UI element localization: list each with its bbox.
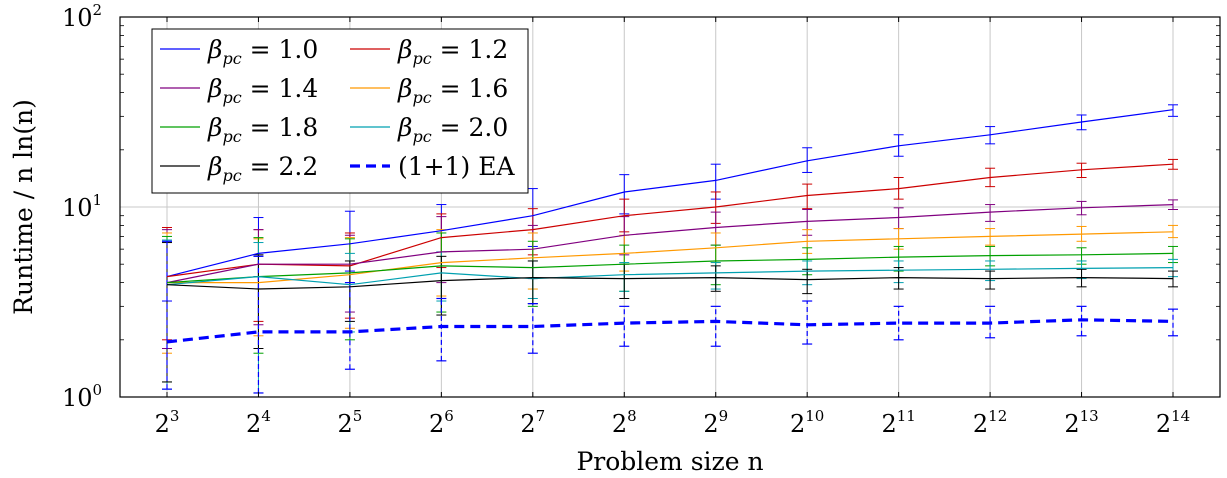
y-tick-label: 101 bbox=[62, 191, 102, 222]
error-bar-group bbox=[162, 240, 1178, 394]
y-tick-exponent: 0 bbox=[93, 381, 103, 399]
legend-entry: βpc = 1.6 bbox=[397, 74, 508, 107]
x-tick-label: 24 bbox=[246, 407, 271, 438]
legend-entry: βpc = 2.2 bbox=[207, 152, 318, 185]
legend-subscript: pc bbox=[222, 88, 241, 107]
legend-symbol: β bbox=[207, 113, 222, 142]
error-bar-group bbox=[162, 224, 1178, 354]
error-bars bbox=[162, 104, 1178, 394]
x-tick-exponent: 13 bbox=[1080, 407, 1099, 425]
plot-frame bbox=[119, 16, 1221, 398]
legend-entry: βpc = 2.0 bbox=[397, 113, 508, 146]
x-tick-base: 2 bbox=[520, 410, 535, 438]
x-tick-exponent: 8 bbox=[627, 407, 637, 425]
x-tick-exponent: 11 bbox=[897, 407, 916, 425]
legend-symbol: β bbox=[207, 152, 222, 181]
x-tick-exponent: 10 bbox=[805, 407, 824, 425]
x-tick-label: 213 bbox=[1064, 407, 1098, 438]
x-tick-base: 2 bbox=[881, 410, 896, 438]
legend-entry: (1+1) EA bbox=[398, 152, 515, 181]
x-tick-exponent: 5 bbox=[353, 407, 363, 425]
legend-entry: βpc = 1.8 bbox=[207, 113, 318, 146]
x-tick-exponent: 4 bbox=[261, 407, 271, 425]
legend-symbol: β bbox=[397, 74, 412, 103]
y-tick-base: 10 bbox=[62, 194, 93, 222]
legend-subscript: pc bbox=[222, 166, 241, 185]
legend-value: = 2.2 bbox=[242, 152, 319, 181]
legend-value: = 1.0 bbox=[242, 35, 319, 64]
series-line bbox=[166, 252, 1174, 284]
x-tick-base: 2 bbox=[973, 410, 988, 438]
series-lines bbox=[166, 109, 1174, 344]
x-tick-exponent: 12 bbox=[988, 407, 1007, 425]
error-bar-group bbox=[162, 242, 1178, 383]
x-tick-exponent: 6 bbox=[444, 407, 454, 425]
x-tick-label: 27 bbox=[520, 407, 545, 438]
series-line bbox=[166, 109, 1174, 278]
legend-subscript: pc bbox=[222, 49, 241, 68]
legend-symbol: β bbox=[397, 113, 412, 142]
y-tick-exponent: 2 bbox=[93, 1, 103, 19]
x-tick-base: 2 bbox=[1064, 410, 1079, 438]
x-tick-label: 214 bbox=[1156, 407, 1190, 438]
x-tick-label: 25 bbox=[337, 407, 362, 438]
legend-value: = 1.8 bbox=[242, 113, 319, 142]
x-axis-label: Problem size n bbox=[576, 447, 763, 476]
x-tick-label: 210 bbox=[790, 407, 824, 438]
legend-entry: βpc = 1.0 bbox=[207, 35, 318, 68]
legend-value: = 1.6 bbox=[432, 74, 509, 103]
x-tick-label: 28 bbox=[612, 407, 637, 438]
series-line bbox=[166, 276, 1174, 290]
legend-value: (1+1) EA bbox=[398, 152, 515, 181]
series-line bbox=[166, 163, 1174, 278]
y-axis-label: Runtime / n ln(n) bbox=[9, 99, 38, 315]
legend-value: = 1.4 bbox=[242, 74, 319, 103]
y-tick-label: 102 bbox=[62, 1, 102, 32]
legend-box bbox=[151, 28, 529, 194]
x-tick-base: 2 bbox=[155, 410, 170, 438]
y-tick-base: 10 bbox=[62, 4, 93, 32]
x-tick-base: 2 bbox=[612, 410, 627, 438]
x-tick-exponent: 9 bbox=[719, 407, 729, 425]
series-line bbox=[166, 267, 1174, 286]
x-tick-label: 23 bbox=[155, 407, 180, 438]
x-tick-base: 2 bbox=[1156, 410, 1171, 438]
x-tick-exponent: 7 bbox=[536, 407, 546, 425]
legend-subscript: pc bbox=[412, 49, 431, 68]
series-line bbox=[167, 231, 1174, 284]
series-line bbox=[166, 204, 1174, 284]
x-tick-exponent: 3 bbox=[170, 407, 180, 425]
x-tick-label: 212 bbox=[973, 407, 1007, 438]
legend-symbol: β bbox=[207, 74, 222, 103]
legend-subscript: pc bbox=[412, 88, 431, 107]
legend-symbol: β bbox=[397, 35, 412, 64]
legend-subscript: pc bbox=[412, 127, 431, 146]
x-tick-exponent: 14 bbox=[1171, 407, 1190, 425]
x-tick-base: 2 bbox=[790, 410, 805, 438]
x-tick-base: 2 bbox=[429, 410, 444, 438]
x-tick-label: 29 bbox=[703, 407, 728, 438]
legend-entry: βpc = 1.4 bbox=[207, 74, 318, 107]
series-line bbox=[166, 318, 1174, 344]
y-tick-label: 100 bbox=[62, 381, 102, 412]
y-tick-exponent: 1 bbox=[93, 191, 103, 209]
legend-value: = 2.0 bbox=[432, 113, 509, 142]
x-tick-base: 2 bbox=[246, 410, 261, 438]
x-tick-label: 211 bbox=[881, 407, 915, 438]
legend-subscript: pc bbox=[222, 127, 241, 146]
x-tick-base: 2 bbox=[703, 410, 718, 438]
legend-value: = 1.2 bbox=[432, 35, 509, 64]
legend-entry: βpc = 1.2 bbox=[397, 35, 508, 68]
y-tick-base: 10 bbox=[62, 384, 93, 412]
legend-symbol: β bbox=[207, 35, 222, 64]
x-tick-label: 26 bbox=[429, 407, 454, 438]
x-tick-base: 2 bbox=[337, 410, 352, 438]
